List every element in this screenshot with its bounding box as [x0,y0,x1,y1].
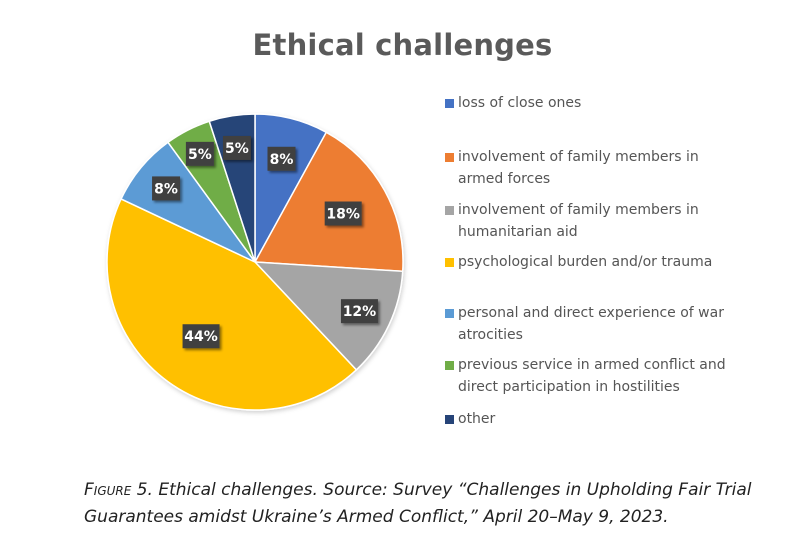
legend-item-loss-of-close-ones: loss of close ones [445,92,758,114]
svg-text:12%: 12% [343,304,377,320]
data-label-psychological-burden: 44% [182,324,220,349]
legend-label-line: direct participation in hostilities [458,379,680,395]
pie-slices [106,113,404,411]
chart-title: Ethical challenges [252,28,553,62]
svg-text:5%: 5% [225,141,249,157]
data-label-family-armed-forces: 18% [324,201,362,226]
legend-label: previous service in armed conflict and di… [458,354,758,398]
figure-caption: Figure 5. Ethical challenges. Source: Su… [84,477,774,531]
legend-label-line: previous service in armed conflict and [458,357,726,373]
legend-item-war-atrocities: personal and direct experience of war atr… [445,302,758,346]
legend-item-family-humanitarian-aid: involvement of family members in humanita… [445,199,758,243]
legend-label: involvement of family members in humanita… [458,199,758,243]
legend-label-line: atrocities [458,327,523,343]
figure-caption-text: Ethical challenges. Source: Survey “Chal… [84,480,752,527]
legend-item-other: other [445,408,758,430]
legend-label: involvement of family members in armed fo… [458,146,758,190]
legend-swatch [445,206,454,215]
legend-label: psychological burden and/or trauma [458,251,758,273]
pie-slice-psychological-burden [106,197,358,411]
data-label-family-humanitarian-aid: 12% [340,299,378,324]
legend-label: personal and direct experience of war atr… [458,302,758,346]
data-label-other: 5% [222,135,251,160]
svg-text:8%: 8% [270,152,294,168]
legend-item-family-armed-forces: involvement of family members in armed fo… [445,146,758,190]
pie-chart: 8% 18% 12% 44% 8% 5% 5% [106,113,404,411]
legend-swatch [445,258,454,267]
legend-label-line: armed forces [458,171,551,187]
legend-swatch [445,415,454,424]
legend-swatch [445,361,454,370]
legend-label: other [458,408,758,430]
legend-item-previous-service: previous service in armed conflict and di… [445,354,758,398]
pie-data-labels: 8% 18% 12% 44% 8% 5% 5% [152,135,378,349]
legend-label-line: involvement of family members in [458,202,699,218]
figure-label: Figure 5. [84,480,153,500]
data-label-loss-of-close-ones: 8% [267,146,296,171]
legend-item-psychological-burden: psychological burden and/or trauma [445,251,758,273]
svg-text:8%: 8% [154,181,178,197]
legend-label-line: other [458,411,496,427]
legend-swatch [445,153,454,162]
legend-swatch [445,309,454,318]
legend-label-line: humanitarian aid [458,224,578,240]
legend-label-line: psychological burden and/or trauma [458,254,713,270]
svg-text:44%: 44% [184,329,218,345]
legend-label-line: involvement of family members in [458,149,699,165]
legend-label-line: personal and direct experience of war [458,305,724,321]
data-label-previous-service: 5% [185,141,214,166]
svg-text:18%: 18% [326,207,360,223]
data-label-war-atrocities: 8% [152,176,181,201]
pie-slice-family-humanitarian-aid [253,261,404,371]
legend-label-line: loss of close ones [458,95,582,111]
svg-text:5%: 5% [188,147,212,163]
legend-label: loss of close ones [458,92,758,114]
legend-swatch [445,99,454,108]
